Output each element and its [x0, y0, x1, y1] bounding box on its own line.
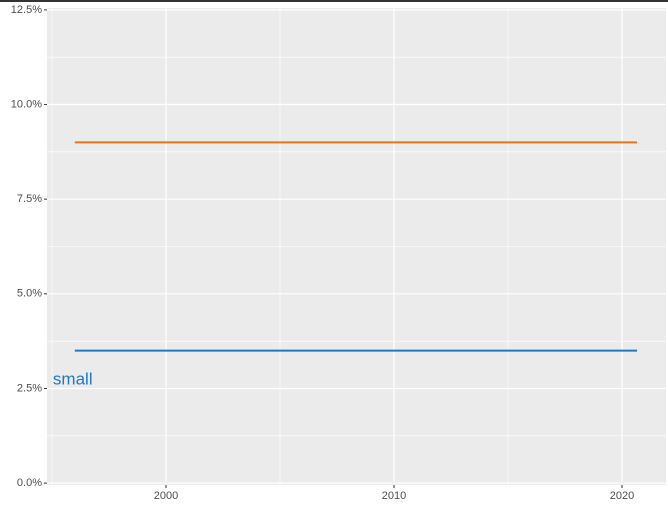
x-tick-label: 2010 [382, 490, 406, 502]
y-tick-label: 12.5% [11, 4, 42, 16]
y-tick-label: 7.5% [17, 193, 42, 205]
y-tick-label: 5.0% [17, 288, 42, 300]
y-tick-label: 2.5% [17, 382, 42, 394]
y-tick-label: 10.0% [11, 98, 42, 110]
x-tick-label: 2020 [610, 490, 634, 502]
x-tick-label: 2000 [154, 490, 178, 502]
annotation: small [53, 370, 93, 389]
top-border [0, 0, 668, 2]
y-tick-label: 0.0% [17, 477, 42, 489]
